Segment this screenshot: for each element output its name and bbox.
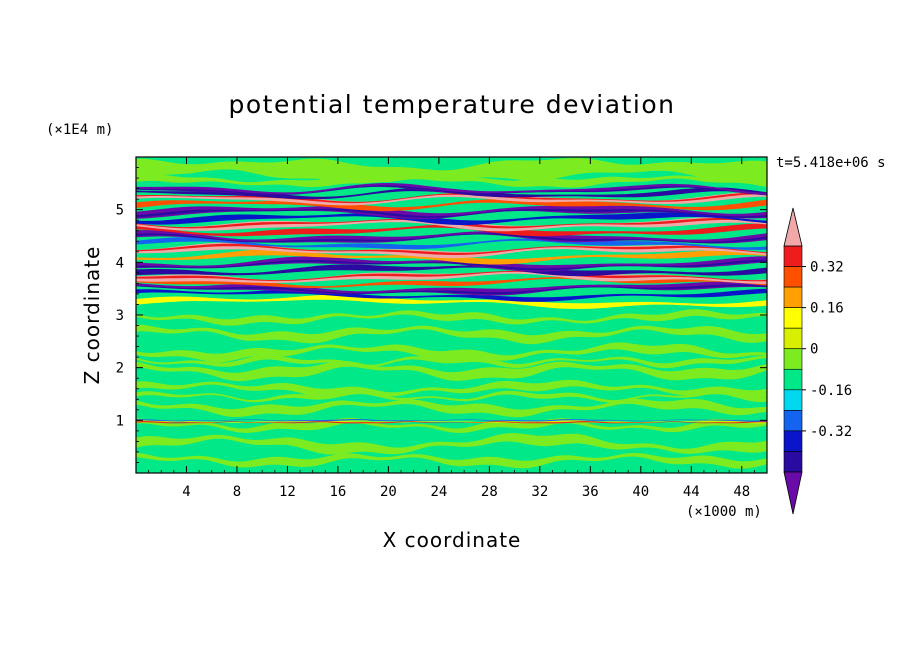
contour-band <box>136 233 767 244</box>
green-patch <box>136 342 767 363</box>
colorbar-box <box>783 389 803 411</box>
colorbar-box <box>783 307 803 329</box>
green-patch <box>136 417 767 433</box>
x-tick-label: 28 <box>481 484 498 500</box>
green-patch <box>136 379 767 399</box>
colorbar-box <box>783 245 803 267</box>
contour-band <box>136 294 767 309</box>
contour-band <box>136 256 767 272</box>
colorbar-box <box>783 327 803 350</box>
x-tick-label: 16 <box>329 484 346 500</box>
contour-band <box>136 192 767 204</box>
thin-band <box>136 419 767 422</box>
contour-band <box>136 205 767 220</box>
green-patch <box>136 309 767 326</box>
contour-band <box>136 208 767 218</box>
y-tick-label: 1 <box>116 413 124 429</box>
y-tick-label: 3 <box>116 308 124 324</box>
x-tick-label: 48 <box>733 484 750 500</box>
colorbar-tick-label: -0.32 <box>810 424 852 440</box>
y-tick-label: 2 <box>116 361 124 377</box>
y-axis-label: Z coordinate <box>80 246 104 385</box>
x-tick-label: 32 <box>531 484 548 500</box>
x-tick-label: 20 <box>380 484 397 500</box>
green-patch <box>136 158 767 183</box>
x-axis-label: X coordinate <box>383 528 522 552</box>
x-tick-label: 44 <box>683 484 700 500</box>
green-patch <box>136 390 767 403</box>
x-tick-label: 12 <box>279 484 296 500</box>
green-patch <box>136 360 767 382</box>
x-tick-label: 40 <box>632 484 649 500</box>
colorbar-tick-label: 0.32 <box>810 260 844 276</box>
x-tick-label: 8 <box>233 484 241 500</box>
colorbar-extend-bottom <box>783 471 803 515</box>
colorbar-box <box>783 368 803 391</box>
colorbar-extend-top <box>783 207 803 247</box>
contour-band <box>136 223 767 237</box>
colorbar-tick-label: 0 <box>810 342 818 358</box>
colorbar: 0.32 0.16 0 -0.16 -0.32 <box>783 207 852 515</box>
x-tick-label: 4 <box>182 484 190 500</box>
contour-band <box>136 264 767 277</box>
green-patch <box>136 173 767 188</box>
y-axis-ticks: 1 2 3 4 5 <box>116 167 767 463</box>
colorbar-tick-label: 0.16 <box>810 301 844 317</box>
contour-band <box>136 243 767 255</box>
contour-band <box>136 187 767 200</box>
contour-field <box>136 157 767 473</box>
time-label: t=5.418e+06 s <box>776 155 886 171</box>
contour-band <box>136 242 767 259</box>
green-patch <box>136 354 767 369</box>
x-unit-label: (×1000 m) <box>686 504 762 520</box>
colorbar-box <box>783 451 803 473</box>
x-tick-label: 24 <box>430 484 447 500</box>
y-tick-label: 5 <box>116 203 124 219</box>
green-patch <box>136 398 767 418</box>
colorbar-box <box>783 430 803 452</box>
y-tick-label: 4 <box>116 255 124 271</box>
x-axis-ticks: 4 8 12 16 20 24 28 32 36 40 44 48 <box>148 157 755 500</box>
contour-band <box>136 270 767 282</box>
green-patch <box>136 452 767 469</box>
contour-band <box>136 183 767 196</box>
colorbar-box <box>783 266 803 288</box>
x-tick-label: 36 <box>582 484 599 500</box>
contour-band <box>136 237 767 250</box>
y-unit-label: (×1E4 m) <box>46 122 113 138</box>
colorbar-box <box>783 410 803 432</box>
colorbar-tick-label: -0.16 <box>810 383 852 399</box>
contour-band <box>136 288 767 302</box>
colorbar-box <box>783 286 803 308</box>
green-patch <box>136 324 767 345</box>
contour-band <box>136 182 767 196</box>
green-patch <box>136 433 767 455</box>
thin-band <box>136 421 767 424</box>
contour-band <box>136 281 767 296</box>
contour-band <box>136 192 767 206</box>
colorbar-box <box>783 348 803 370</box>
contour-band <box>136 212 767 225</box>
contour-band <box>136 284 767 295</box>
chart-title: potential temperature deviation <box>229 90 676 119</box>
